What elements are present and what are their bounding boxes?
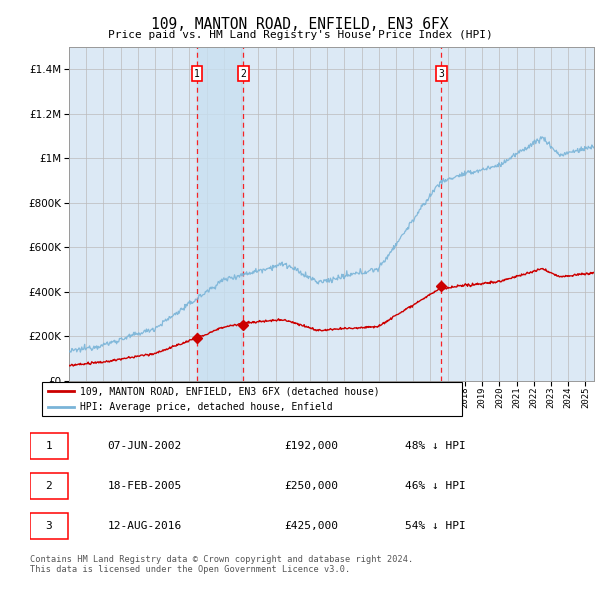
FancyBboxPatch shape xyxy=(42,382,462,416)
Text: £250,000: £250,000 xyxy=(284,481,338,491)
FancyBboxPatch shape xyxy=(30,473,68,499)
Text: £192,000: £192,000 xyxy=(284,441,338,451)
Text: 2: 2 xyxy=(46,481,52,491)
Text: HPI: Average price, detached house, Enfield: HPI: Average price, detached house, Enfi… xyxy=(80,402,332,412)
Text: 12-AUG-2016: 12-AUG-2016 xyxy=(107,521,182,531)
Text: 3: 3 xyxy=(438,69,444,79)
Text: 109, MANTON ROAD, ENFIELD, EN3 6FX (detached house): 109, MANTON ROAD, ENFIELD, EN3 6FX (deta… xyxy=(80,386,379,396)
Text: 1: 1 xyxy=(46,441,52,451)
Text: 18-FEB-2005: 18-FEB-2005 xyxy=(107,481,182,491)
Text: 2: 2 xyxy=(240,69,246,79)
Text: 109, MANTON ROAD, ENFIELD, EN3 6FX: 109, MANTON ROAD, ENFIELD, EN3 6FX xyxy=(151,17,449,31)
Text: Price paid vs. HM Land Registry's House Price Index (HPI): Price paid vs. HM Land Registry's House … xyxy=(107,30,493,40)
Text: 48% ↓ HPI: 48% ↓ HPI xyxy=(406,441,466,451)
Text: £425,000: £425,000 xyxy=(284,521,338,531)
Text: 46% ↓ HPI: 46% ↓ HPI xyxy=(406,481,466,491)
Text: 3: 3 xyxy=(46,521,52,531)
Text: Contains HM Land Registry data © Crown copyright and database right 2024.
This d: Contains HM Land Registry data © Crown c… xyxy=(30,555,413,574)
Text: 54% ↓ HPI: 54% ↓ HPI xyxy=(406,521,466,531)
Bar xyxy=(197,47,243,381)
Text: 07-JUN-2002: 07-JUN-2002 xyxy=(107,441,182,451)
Text: 1: 1 xyxy=(194,69,200,79)
FancyBboxPatch shape xyxy=(30,513,68,539)
FancyBboxPatch shape xyxy=(30,432,68,460)
